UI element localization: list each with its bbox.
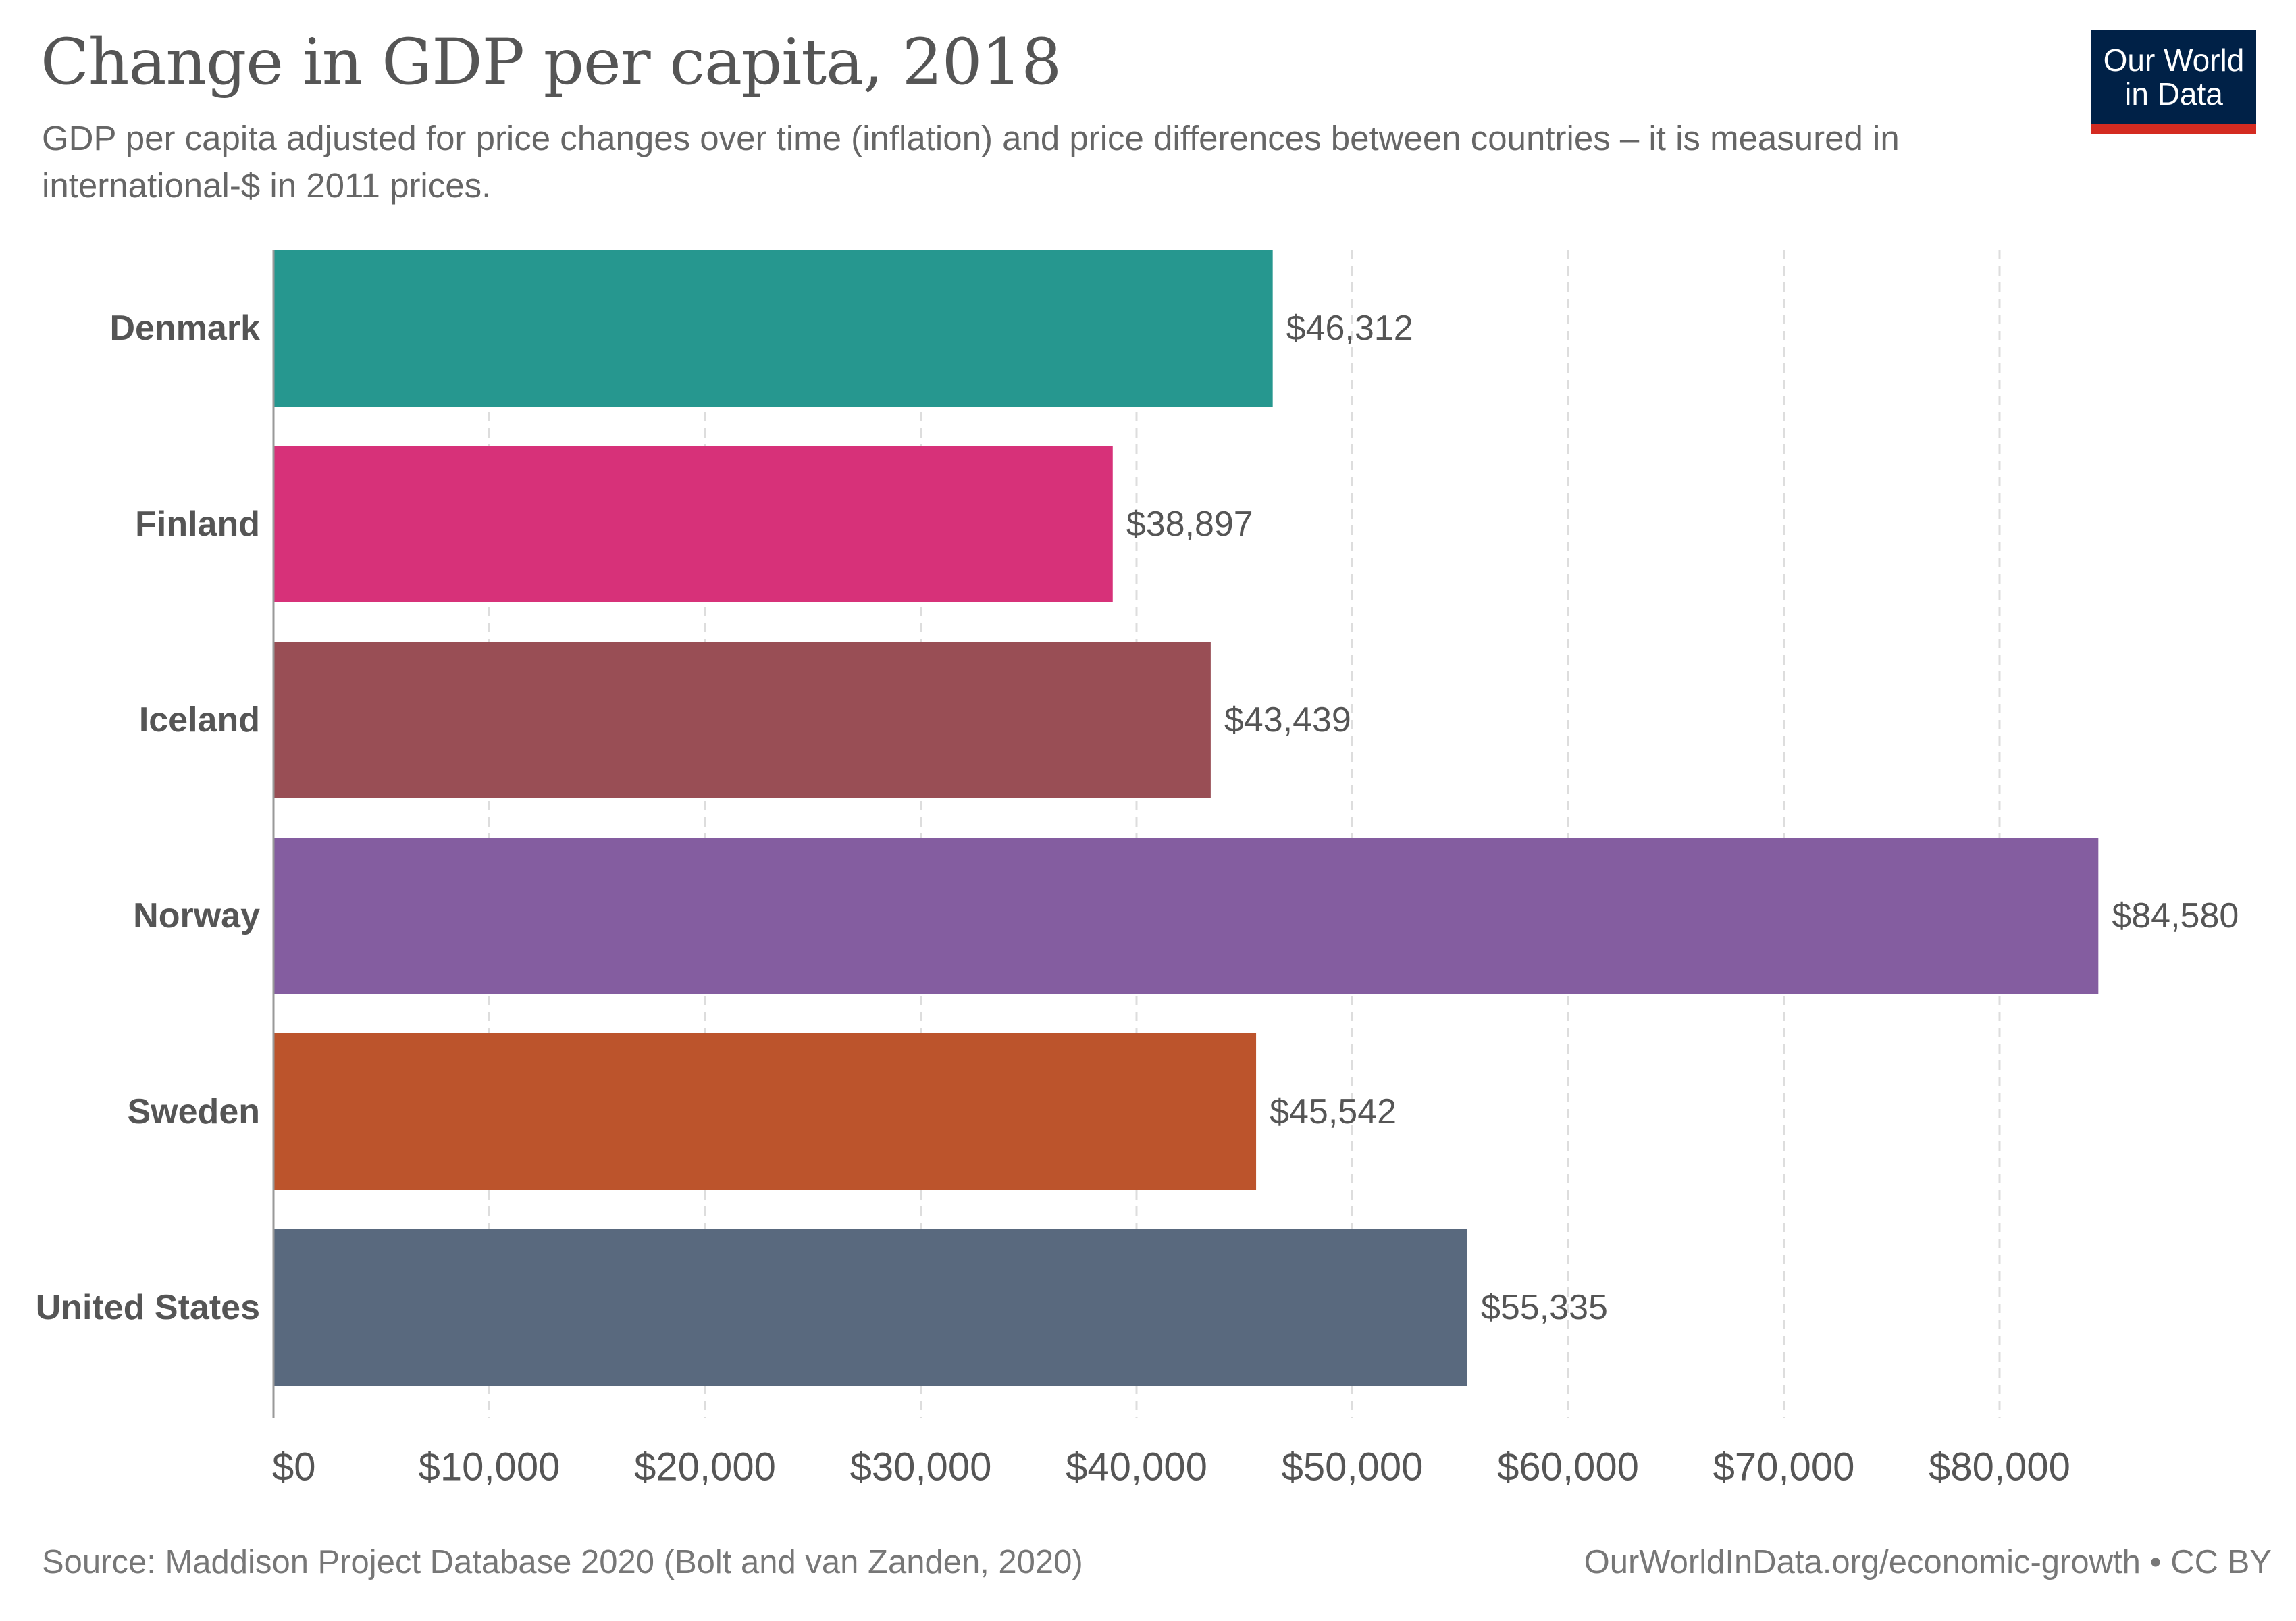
x-tick-label: $20,000: [634, 1445, 776, 1489]
bar-group-denmark[interactable]: Denmark $46,312: [109, 250, 1413, 407]
bar-group-sweden[interactable]: Sweden $45,542: [128, 1033, 1397, 1190]
bar-group-united-states[interactable]: United States $55,335: [36, 1229, 1608, 1386]
bar-united-states[interactable]: [273, 1229, 1467, 1386]
x-tick-label: $80,000: [1929, 1445, 2070, 1489]
value-label: $84,580: [2112, 896, 2239, 935]
bar-norway[interactable]: [273, 838, 2099, 994]
x-tick-label: $0: [272, 1445, 316, 1489]
credit-link[interactable]: OurWorldInData.org/economic-growth • CC …: [1584, 1544, 2272, 1580]
category-label: Finland: [135, 505, 260, 544]
bar-finland[interactable]: [273, 446, 1113, 602]
chart-subtitle: GDP per capita adjusted for price change…: [42, 119, 1900, 205]
x-tick-label: $30,000: [850, 1445, 992, 1489]
x-tick-label: $40,000: [1066, 1445, 1207, 1489]
x-tick-label: $60,000: [1497, 1445, 1639, 1489]
x-tick-label: $50,000: [1282, 1445, 1424, 1489]
category-label: United States: [36, 1288, 260, 1327]
value-label: $55,335: [1481, 1288, 1608, 1327]
logo-line-2: in Data: [2124, 76, 2223, 111]
value-label: $45,542: [1270, 1092, 1397, 1131]
grid-lines: [488, 250, 2001, 1418]
bar-sweden[interactable]: [273, 1033, 1257, 1190]
value-label: $46,312: [1286, 309, 1413, 348]
x-axis: $0 $10,000 $20,000 $30,000 $40,000 $50,000 $60…: [272, 250, 2070, 1489]
bar-group-norway[interactable]: Norway $84,580: [133, 838, 2239, 994]
x-tick-label: $70,000: [1713, 1445, 1855, 1489]
category-label: Sweden: [128, 1092, 261, 1131]
bars: Denmark $46,312 Finland $38,897 Iceland $43,4…: [36, 250, 2239, 1386]
logo-line-1: Our World: [2103, 43, 2245, 78]
bar-group-finland[interactable]: Finland $38,897: [135, 446, 1253, 602]
source-note: Source: Maddison Project Database 2020 (…: [42, 1544, 1083, 1580]
value-label: $43,439: [1224, 700, 1351, 740]
bar-iceland[interactable]: [273, 642, 1211, 798]
category-label: Norway: [133, 896, 260, 935]
category-label: Denmark: [109, 309, 260, 348]
value-label: $38,897: [1126, 505, 1253, 544]
x-tick-label: $10,000: [419, 1445, 560, 1489]
bar-denmark[interactable]: [273, 250, 1273, 407]
category-label: Iceland: [139, 700, 260, 740]
owid-logo[interactable]: Our World in Data: [2091, 30, 2256, 134]
chart-title: Change in GDP per capita, 2018: [41, 26, 1062, 99]
bar-group-iceland[interactable]: Iceland $43,439: [139, 642, 1351, 798]
